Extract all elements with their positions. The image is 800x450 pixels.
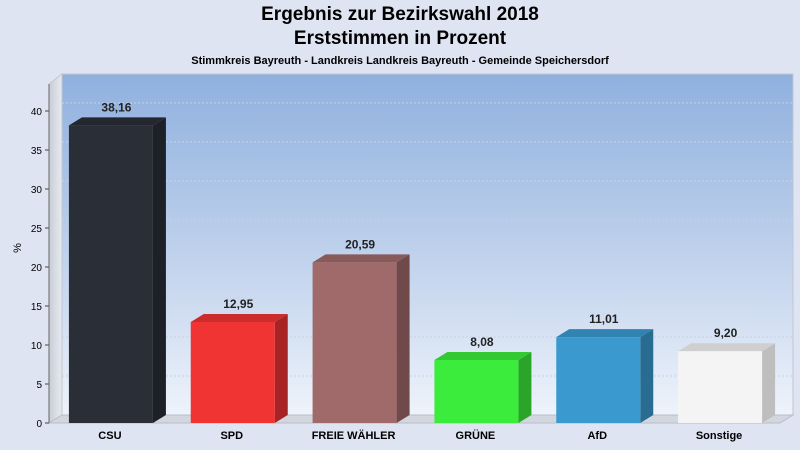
- bar: 11,01: [556, 312, 654, 423]
- bar-top: [434, 351, 532, 360]
- bar-side: [762, 343, 776, 423]
- bar-front: [556, 337, 641, 423]
- bar-top: [312, 254, 410, 263]
- bar-side: [640, 329, 654, 423]
- bar: 20,59: [312, 237, 410, 423]
- bar-side: [152, 117, 166, 424]
- bar: 9,20: [678, 326, 776, 423]
- bar-front: [434, 359, 519, 423]
- x-tick-label: AfD: [587, 430, 607, 442]
- chart-subtitle: Erststimmen in Prozent: [293, 28, 507, 49]
- bar: 38,16: [68, 100, 166, 424]
- bar-side: [518, 351, 532, 423]
- bars: 38,16 12,95 20,59 8,08 11,01 9,20: [68, 100, 776, 424]
- y-tick-label: 15: [31, 302, 43, 313]
- bar-side: [396, 254, 410, 423]
- plot-back-wall: [61, 73, 794, 416]
- gridlines: [62, 102, 793, 377]
- bar-top: [190, 313, 288, 322]
- bar-value-label: 20,59: [345, 237, 375, 251]
- bar-value-label: 38,16: [101, 100, 131, 114]
- x-tick-label: GRÜNE: [456, 429, 496, 442]
- bar-value-label: 12,95: [223, 297, 253, 311]
- bar-front: [678, 351, 763, 423]
- bar-top: [678, 343, 776, 352]
- y-tick-label: 40: [31, 107, 43, 118]
- bar-value-label: 8,08: [470, 335, 494, 349]
- bar: 8,08: [434, 335, 532, 423]
- y-tick-label: 0: [36, 419, 42, 430]
- chart-title: Ergebnis zur Bezirkswahl 2018: [261, 4, 539, 25]
- y-tick-label: 25: [31, 224, 43, 235]
- y-tick-label: 10: [31, 341, 43, 352]
- x-tick-label: SPD: [220, 430, 243, 442]
- y-tick-label: 20: [31, 263, 43, 274]
- bar-front: [190, 321, 275, 423]
- bar-front: [68, 125, 153, 424]
- y-tick-label: 5: [36, 380, 42, 391]
- x-tick-label: Sonstige: [696, 430, 742, 442]
- bar-front: [312, 262, 397, 423]
- bar-top: [556, 329, 654, 338]
- y-tick-label: 30: [31, 185, 43, 196]
- plot-left-wall: [48, 72, 63, 424]
- x-tick-label: CSU: [98, 430, 121, 442]
- y-tick-label: 35: [31, 146, 43, 157]
- y-axis-label: %: [12, 243, 24, 253]
- bar-value-label: 11,01: [589, 312, 619, 326]
- x-tick-label: FREIE WÄHLER: [312, 429, 396, 442]
- x-axis: CSU SPD FREIE WÄHLER GRÜNE AfD Sonstige: [98, 429, 742, 442]
- bar-side: [274, 313, 288, 423]
- bar-top: [68, 117, 166, 126]
- y-axis: 0 5 10 15 20 25 30 35 40: [31, 84, 50, 430]
- bar-value-label: 9,20: [714, 326, 738, 340]
- bar: 12,95: [190, 297, 288, 423]
- chart-location: Stimmkreis Bayreuth - Landkreis Landkrei…: [191, 55, 609, 67]
